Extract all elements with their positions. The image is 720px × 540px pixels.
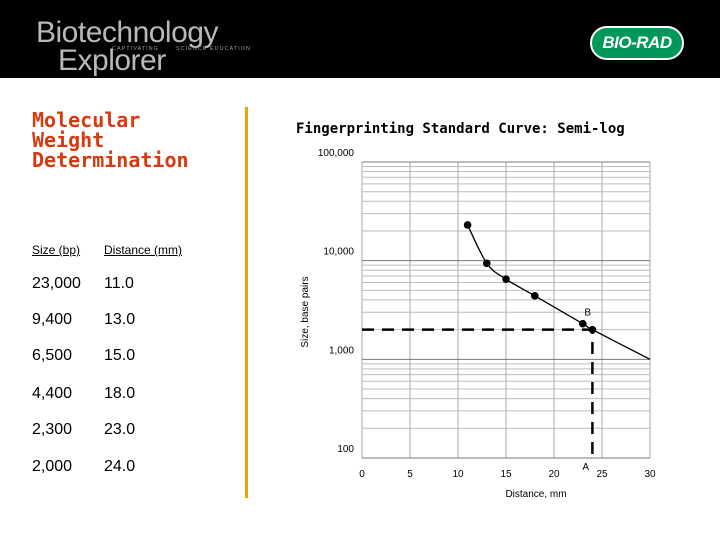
- standard-curve: [467, 224, 651, 360]
- data-point: [483, 259, 491, 268]
- x-axis-label: Distance, mm: [505, 489, 566, 500]
- table-cell-distance: 13.0: [104, 311, 136, 328]
- slide-title-line-1: Molecular: [32, 108, 141, 132]
- tagline-2: SCIENCE EDUCATION: [176, 46, 251, 52]
- x-tick-label: 25: [596, 469, 608, 480]
- table-cell-distance: 15.0: [104, 347, 136, 364]
- header-banner: Biotechnology Explorer CAPTIVATING SCIEN…: [0, 0, 720, 78]
- logo-text-line-1: Biotechnology: [36, 16, 218, 49]
- table-cell-distance: 23.0: [104, 421, 136, 438]
- table-cell-size: 9,400: [32, 311, 73, 328]
- table-header-distance: Distance (mm): [104, 243, 183, 257]
- table-cell-size: 4,400: [32, 385, 73, 402]
- x-tick-label: 20: [548, 469, 560, 480]
- x-tick-label: 10: [452, 469, 464, 480]
- annotation-label-a: A: [582, 462, 589, 473]
- data-point: [463, 221, 472, 229]
- x-tick-label: 5: [407, 469, 413, 480]
- data-point: [502, 275, 510, 283]
- y-tick-label: 100: [337, 444, 354, 455]
- brand-logo-text: BIO-RAD: [602, 33, 672, 52]
- slide-title-line-3: Determination: [32, 148, 189, 172]
- y-tick-label: 100,000: [318, 148, 355, 159]
- table-cell-size: 23,000: [32, 275, 81, 292]
- y-tick-label: 1,000: [329, 345, 354, 356]
- annotation-label-b: B: [584, 308, 591, 319]
- table-cell-size: 6,500: [32, 347, 73, 364]
- tagline-1: CAPTIVATING: [112, 46, 159, 52]
- table-cell-size: 2,300: [32, 421, 73, 438]
- slide-title: Molecular Weight Determination: [32, 110, 232, 170]
- x-tick-label: 0: [359, 469, 365, 480]
- data-point: [531, 292, 539, 300]
- logo-text-line-2: Explorer: [58, 44, 166, 77]
- data-point: [579, 319, 587, 328]
- x-tick-label: 30: [644, 469, 656, 480]
- y-axis-label: Size, base pairs: [300, 276, 311, 347]
- chart-title: Fingerprinting Standard Curve: Semi-log: [296, 121, 625, 137]
- vertical-divider: [245, 107, 248, 498]
- table-header-size: Size (bp): [32, 243, 81, 257]
- slide-title-line-2: Weight: [32, 128, 105, 152]
- y-tick-label: 10,000: [323, 247, 354, 258]
- table-cell-distance: 18.0: [104, 385, 136, 402]
- table-cell-distance: 24.0: [104, 458, 136, 475]
- table-cell-size: 2,000: [32, 458, 73, 475]
- x-tick-label: 15: [500, 469, 512, 480]
- brand-logo: BIO-RAD: [590, 26, 684, 60]
- data-point: [588, 325, 597, 334]
- table-cell-distance: 11.0: [104, 275, 134, 292]
